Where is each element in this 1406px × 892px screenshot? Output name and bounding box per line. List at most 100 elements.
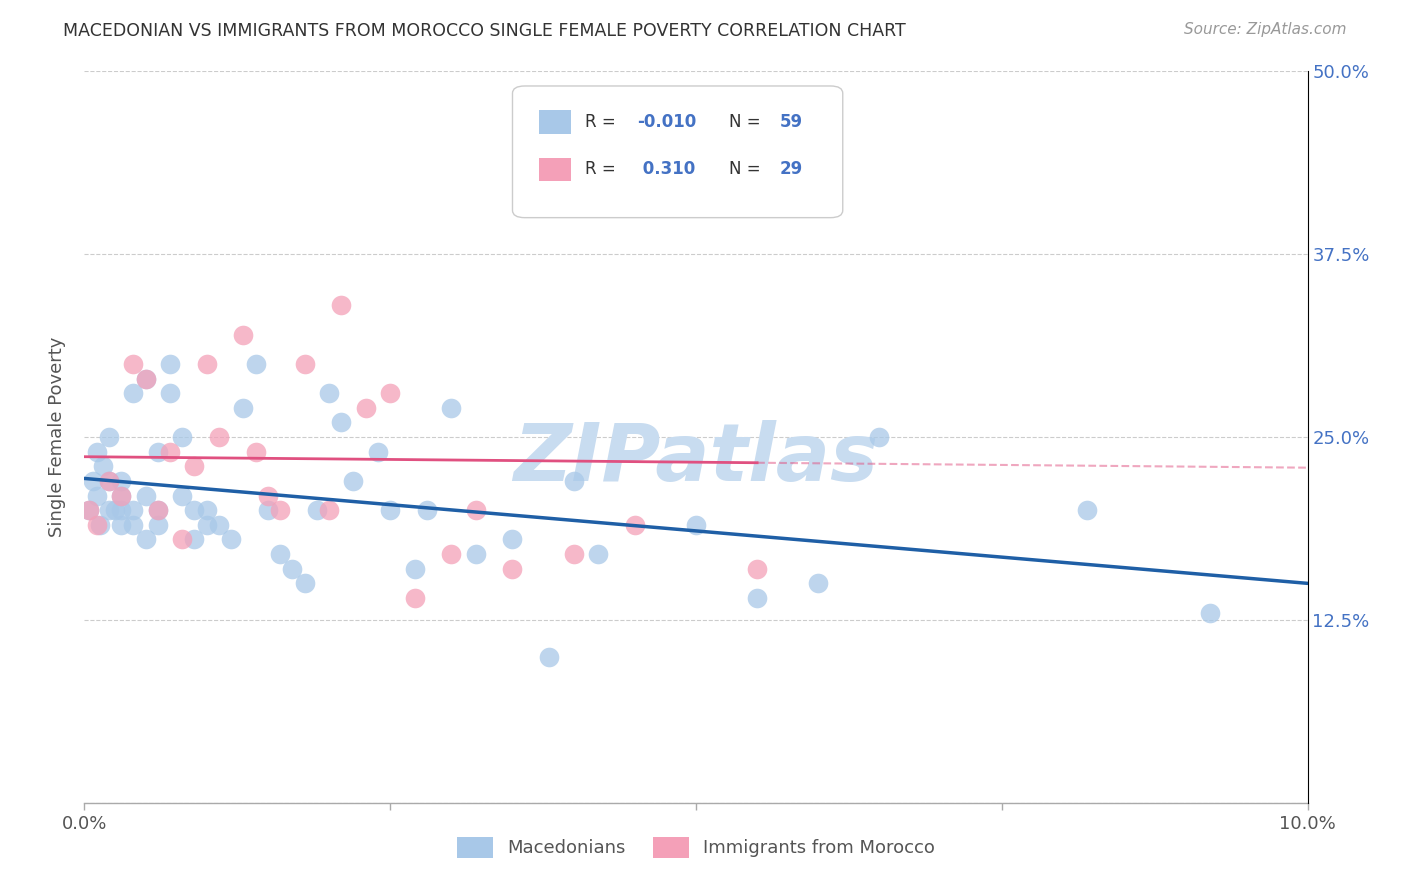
FancyBboxPatch shape [540, 110, 571, 134]
Point [318, 503, 340, 517]
Point [122, 357, 145, 371]
Point [562, 547, 585, 561]
Point [502, 533, 524, 547]
Point [195, 517, 218, 532]
Point [1076, 503, 1098, 517]
Point [294, 576, 316, 591]
Text: N =: N = [728, 161, 765, 178]
Point [269, 503, 291, 517]
Point [159, 357, 181, 371]
Point [146, 503, 169, 517]
Point [159, 444, 181, 458]
Point [104, 503, 127, 517]
Point [232, 327, 254, 342]
Point [159, 386, 181, 401]
Point [110, 503, 132, 517]
Point [219, 533, 242, 547]
Point [747, 562, 769, 576]
Point [502, 562, 524, 576]
Point [97, 474, 120, 488]
Point [135, 371, 157, 385]
Point [195, 357, 218, 371]
Point [208, 430, 231, 444]
Point [807, 576, 830, 591]
FancyBboxPatch shape [540, 158, 571, 181]
Text: Source: ZipAtlas.com: Source: ZipAtlas.com [1184, 22, 1347, 37]
Point [354, 401, 377, 415]
Point [685, 123, 707, 137]
Text: ZIPatlas: ZIPatlas [513, 420, 879, 498]
Point [77, 503, 100, 517]
Point [86, 489, 108, 503]
Text: MACEDONIAN VS IMMIGRANTS FROM MOROCCO SINGLE FEMALE POVERTY CORRELATION CHART: MACEDONIAN VS IMMIGRANTS FROM MOROCCO SI… [63, 22, 905, 40]
Point [464, 503, 486, 517]
Point [245, 357, 267, 371]
Point [330, 298, 353, 312]
Point [562, 474, 585, 488]
Point [440, 401, 463, 415]
Point [380, 386, 402, 401]
Point [380, 503, 402, 517]
Point [1198, 606, 1220, 620]
Point [281, 562, 304, 576]
Point [91, 459, 114, 474]
Point [89, 517, 111, 532]
Point [257, 503, 280, 517]
Y-axis label: Single Female Poverty: Single Female Poverty [48, 337, 66, 537]
Text: 0.310: 0.310 [637, 161, 695, 178]
Text: R =: R = [585, 112, 621, 131]
Point [869, 430, 891, 444]
Point [257, 489, 280, 503]
Text: 59: 59 [780, 112, 803, 131]
Point [82, 474, 104, 488]
Point [685, 517, 707, 532]
Point [110, 474, 132, 488]
Point [110, 489, 132, 503]
Point [318, 386, 340, 401]
Point [135, 489, 157, 503]
Point [538, 649, 561, 664]
Point [86, 517, 108, 532]
Point [195, 503, 218, 517]
Point [97, 503, 120, 517]
Point [404, 591, 426, 605]
Point [135, 371, 157, 385]
Point [330, 416, 353, 430]
Point [77, 503, 100, 517]
Text: -0.010: -0.010 [637, 112, 696, 131]
Point [747, 591, 769, 605]
FancyBboxPatch shape [513, 86, 842, 218]
Point [367, 444, 389, 458]
Point [172, 533, 194, 547]
Point [146, 503, 169, 517]
Point [97, 430, 120, 444]
Point [208, 517, 231, 532]
Point [110, 517, 132, 532]
Point [294, 357, 316, 371]
Point [122, 503, 145, 517]
Point [122, 386, 145, 401]
Point [183, 533, 205, 547]
Point [146, 444, 169, 458]
Point [97, 474, 120, 488]
Point [245, 444, 267, 458]
Point [146, 517, 169, 532]
Text: R =: R = [585, 161, 621, 178]
Point [135, 533, 157, 547]
Legend: Macedonians, Immigrants from Morocco: Macedonians, Immigrants from Morocco [447, 828, 945, 867]
Point [232, 401, 254, 415]
Point [86, 444, 108, 458]
Point [464, 547, 486, 561]
Point [122, 517, 145, 532]
Point [342, 474, 364, 488]
Point [172, 430, 194, 444]
Point [624, 517, 647, 532]
Point [404, 562, 426, 576]
Point [183, 503, 205, 517]
Point [110, 489, 132, 503]
Point [305, 503, 328, 517]
Point [586, 547, 609, 561]
Text: N =: N = [728, 112, 765, 131]
Point [183, 459, 205, 474]
Point [269, 547, 291, 561]
